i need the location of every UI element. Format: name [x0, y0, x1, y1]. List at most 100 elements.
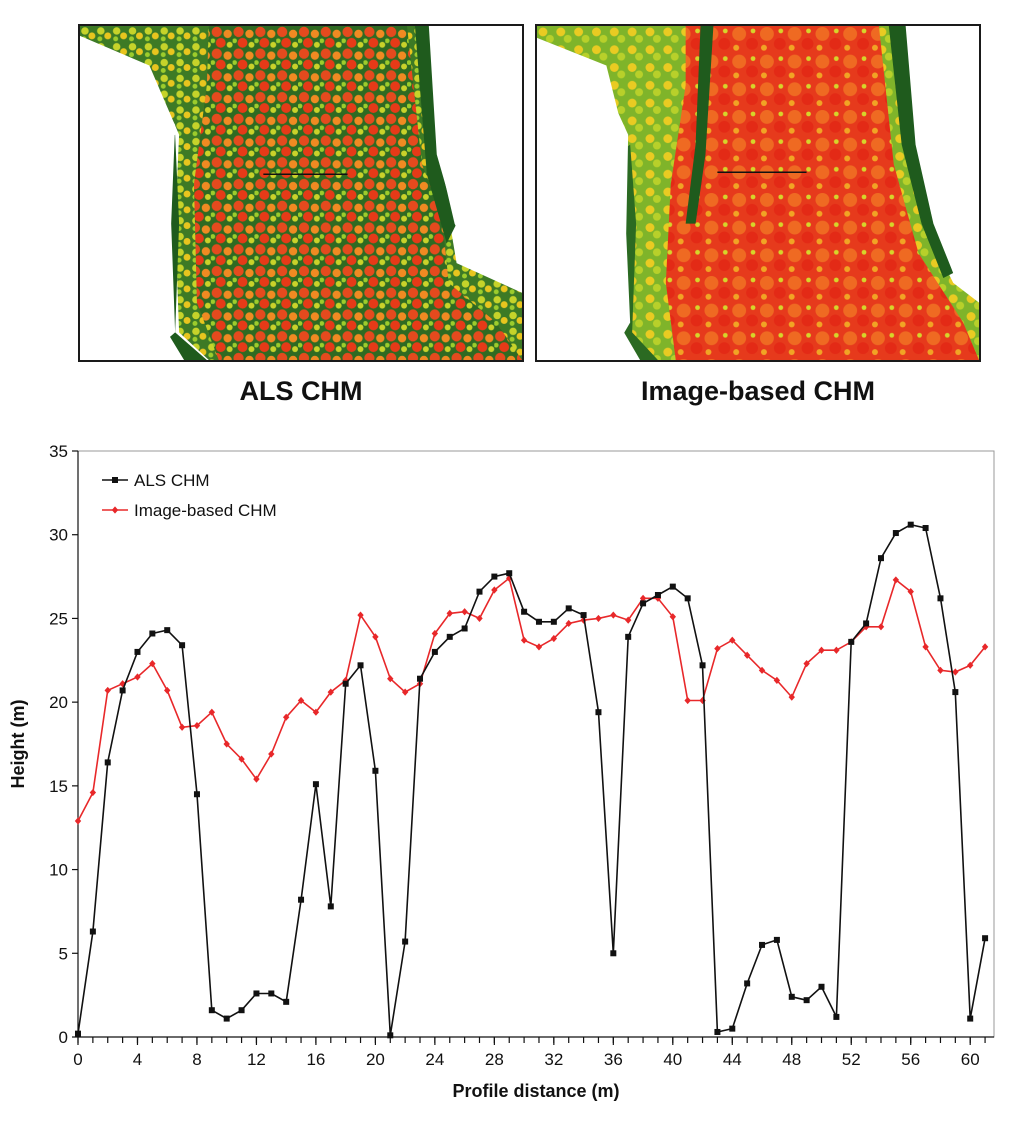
als-chm-point [744, 980, 751, 987]
image-chm-series [74, 574, 989, 825]
y-tick-label: 25 [49, 609, 68, 628]
image-chm-point [327, 688, 334, 696]
als-chm-point [387, 1032, 394, 1039]
als-chm-point [982, 935, 989, 942]
als-chm-point [640, 600, 647, 607]
x-tick-label: 36 [604, 1050, 623, 1069]
x-tick-label: 12 [247, 1050, 266, 1069]
als-chm-point [714, 1028, 721, 1035]
image-chm-point [297, 696, 305, 705]
image-chm-map [535, 24, 981, 362]
als-chm-point [580, 612, 587, 619]
als-chm-point [164, 627, 171, 634]
y-tick-label: 10 [49, 861, 68, 880]
als-chm-map-image [80, 26, 522, 360]
image-chm-point [178, 723, 186, 731]
x-tick-label: 40 [663, 1050, 682, 1069]
x-tick-label: 4 [133, 1050, 142, 1069]
als-chm-point [892, 530, 899, 537]
als-chm-point [312, 781, 319, 788]
axes [77, 451, 994, 1038]
als-chm-point [684, 595, 691, 602]
als-chm-point [729, 1025, 736, 1032]
image-chm-point [149, 660, 156, 668]
als-chm-point [476, 588, 483, 595]
als-chm-point [818, 983, 825, 990]
image-chm-point [803, 660, 810, 668]
image-chm-point [461, 608, 468, 616]
image-chm-point [952, 668, 959, 676]
als-chm-point [907, 521, 914, 528]
image-chm-point [282, 713, 290, 721]
image-chm-point [669, 613, 677, 621]
x-tick-label: 20 [366, 1050, 385, 1069]
als-chm-point [863, 620, 870, 627]
image-chm-point [981, 643, 989, 651]
image-chm-point [89, 788, 97, 797]
als-chm-point [967, 1015, 974, 1022]
als-chm-point [179, 642, 186, 649]
als-chm-point [253, 990, 260, 997]
als-chm-point [610, 950, 617, 957]
als-chm-point [238, 1007, 245, 1014]
image-chm-point [907, 588, 914, 596]
image-chm-point [758, 666, 766, 674]
image-chm-point [699, 696, 706, 705]
image-chm-point [624, 616, 632, 624]
als-chm-point [193, 791, 200, 798]
als-chm-point [565, 605, 572, 612]
y-tick-label: 15 [49, 777, 68, 796]
als-chm-point [75, 1030, 81, 1037]
x-tick-label: 56 [901, 1050, 920, 1069]
x-tick-label: 44 [723, 1050, 742, 1069]
als-chm-point [89, 928, 96, 935]
image-chm-point [372, 633, 379, 641]
als-chm-point [491, 573, 498, 580]
als-chm-point [521, 608, 528, 615]
image-chm-point [862, 623, 870, 631]
image-chm-caption: Image-based CHM [640, 376, 876, 406]
legend: ALS CHM Image-based CHM [102, 471, 277, 520]
y-tick-label: 5 [59, 944, 68, 963]
als-chm-point [535, 618, 542, 625]
als-chm-point [149, 630, 156, 637]
image-chm-point [729, 636, 736, 644]
image-chm-point [565, 619, 572, 628]
als-chm-point [654, 591, 661, 598]
als-chm-point [699, 662, 706, 669]
als-chm-point [327, 903, 334, 910]
x-tick-label: 48 [782, 1050, 801, 1069]
x-tick-label: 28 [485, 1050, 504, 1069]
x-tick-label: 8 [192, 1050, 201, 1069]
image-chm-point [193, 721, 201, 730]
image-chm-point [877, 623, 885, 631]
image-chm-point [74, 817, 82, 825]
image-chm-point [639, 594, 647, 602]
als-chm-point [595, 709, 602, 716]
als-chm-point [298, 896, 305, 903]
als-chm-point [134, 648, 141, 655]
x-axis-ticks: 0 4 8 12 16 20 24 28 32 36 40 44 48 52 56 60 [73, 1037, 986, 1069]
als-chm-point [283, 998, 290, 1005]
image-chm-point [788, 693, 795, 701]
image-chm-point [431, 629, 439, 638]
x-tick-label: 16 [306, 1050, 325, 1069]
image-chm-point [253, 775, 260, 783]
y-tick-label: 20 [49, 693, 68, 712]
als-chm-point [773, 936, 780, 943]
image-chm-map-image [537, 26, 979, 360]
image-chm-point [535, 643, 543, 651]
x-tick-label: 32 [544, 1050, 563, 1069]
als-chm-point [417, 675, 424, 682]
y-tick-label: 30 [49, 526, 68, 545]
als-chm-series [75, 521, 989, 1039]
als-chm-point [119, 687, 126, 694]
als-chm-point [506, 570, 513, 577]
als-chm-point [372, 767, 379, 774]
als-chm-point [833, 1013, 840, 1020]
als-chm-point [223, 1015, 230, 1022]
image-chm-point [818, 646, 825, 654]
image-chm-point [238, 755, 245, 763]
image-chm-point [684, 696, 691, 705]
